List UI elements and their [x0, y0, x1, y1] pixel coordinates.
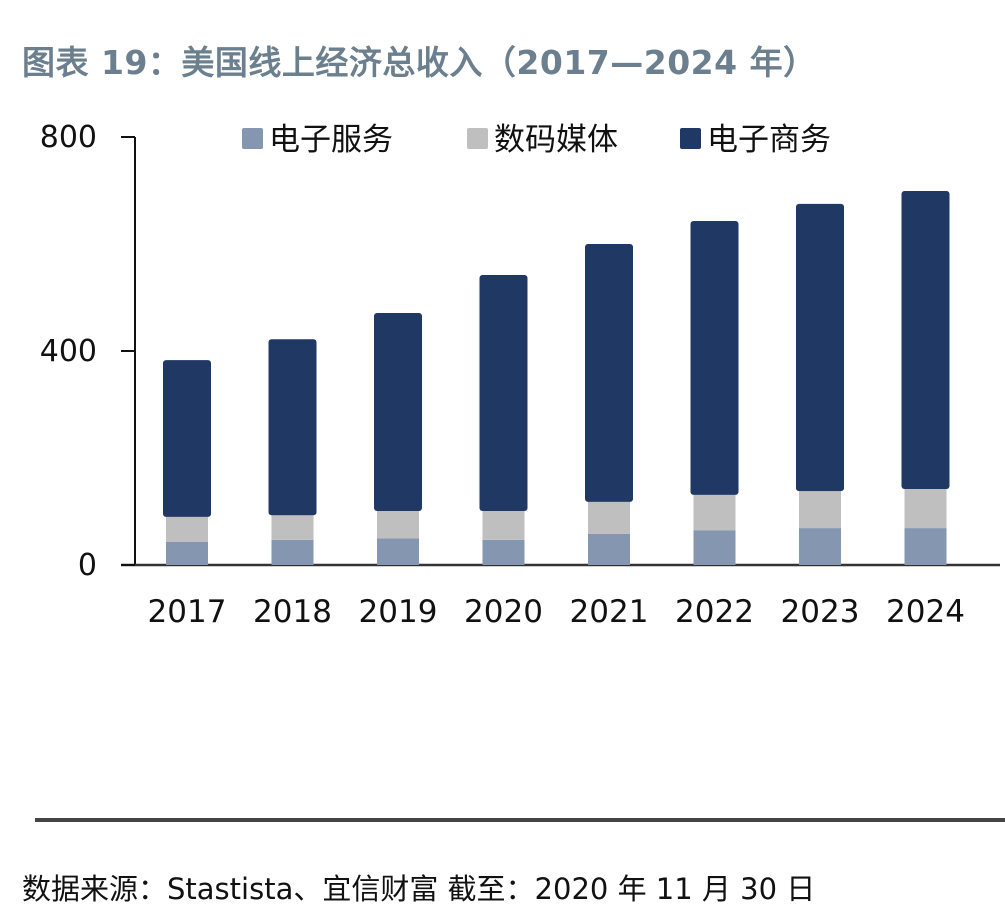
source-note: 数据来源：Stastista、宜信财富 截至：2020 年 11 月 30 日	[22, 872, 816, 906]
x-axis-labels: 2017 2018 2019 2020 2021 2022 2023 2024	[148, 594, 965, 630]
bar-segment-e-commerce	[901, 191, 950, 490]
legend-item: 数码媒体	[467, 122, 618, 158]
x-tick-label: 2024	[886, 594, 965, 630]
legend-swatch	[680, 128, 701, 149]
bar-segment-digital-media	[166, 516, 208, 542]
bar-segment-e-commerce	[796, 203, 844, 492]
bar-segment-digital-media	[482, 510, 525, 540]
x-tick-label: 2023	[781, 594, 860, 630]
bar-segment-e-services	[166, 541, 208, 565]
bar-segment-e-services	[588, 533, 630, 565]
bar-group-2020	[479, 275, 528, 565]
bar-segment-e-commerce	[585, 244, 633, 502]
bar-group-2017	[163, 360, 211, 565]
bar-segment-e-services	[482, 539, 525, 565]
legend-label: 电子商务	[707, 122, 831, 158]
y-tick-label: 0	[78, 548, 97, 583]
bar-segment-e-services	[799, 528, 841, 565]
bar-group-2018	[268, 339, 317, 565]
y-tick-label: 800	[40, 120, 97, 155]
bars	[163, 191, 950, 565]
bar-segment-e-commerce	[163, 360, 211, 517]
x-tick-label: 2021	[570, 594, 649, 630]
bar-segment-digital-media	[377, 510, 419, 539]
bar-group-2021	[585, 244, 633, 565]
x-tick-label: 2019	[359, 594, 438, 630]
bar-segment-e-commerce	[268, 339, 317, 516]
bar-segment-e-commerce	[374, 313, 422, 511]
y-tick-label: 400	[40, 334, 97, 369]
x-tick-label: 2022	[675, 594, 754, 630]
bar-segment-digital-media	[799, 491, 841, 529]
x-tick-label: 2018	[253, 594, 332, 630]
legend-swatch	[467, 128, 488, 149]
bar-segment-digital-media	[904, 489, 947, 529]
x-tick-label: 2020	[464, 594, 543, 630]
legend-swatch	[242, 128, 263, 149]
legend-label: 电子服务	[269, 122, 393, 158]
bar-segment-digital-media	[271, 515, 314, 540]
bar-segment-e-services	[904, 528, 947, 565]
legend: 电子服务 数码媒体 电子商务	[242, 122, 831, 158]
x-tick-label: 2017	[148, 594, 227, 630]
stacked-bar-chart: 电子服务 数码媒体 电子商务 0 400 800 2017 2018 2019 2020 202…	[40, 120, 1000, 630]
bar-segment-digital-media	[588, 501, 630, 534]
bar-group-2023	[796, 203, 844, 565]
bar-segment-e-commerce	[690, 220, 739, 495]
bar-segment-e-commerce	[479, 275, 528, 511]
divider-line	[35, 818, 1005, 822]
bar-segment-e-services	[377, 538, 419, 565]
legend-item: 电子商务	[680, 122, 831, 158]
bar-group-2019	[374, 313, 422, 565]
bar-segment-e-services	[693, 530, 736, 565]
legend-label: 数码媒体	[494, 122, 618, 158]
bar-segment-e-services	[271, 539, 314, 565]
bar-segment-digital-media	[693, 494, 736, 531]
bar-group-2024	[901, 191, 950, 565]
chart-title: 图表 19：美国线上经济总收入（2017—2024 年）	[22, 43, 817, 82]
axes: 0 400 800	[40, 120, 1000, 583]
bar-group-2022	[690, 220, 739, 565]
legend-item: 电子服务	[242, 122, 393, 158]
